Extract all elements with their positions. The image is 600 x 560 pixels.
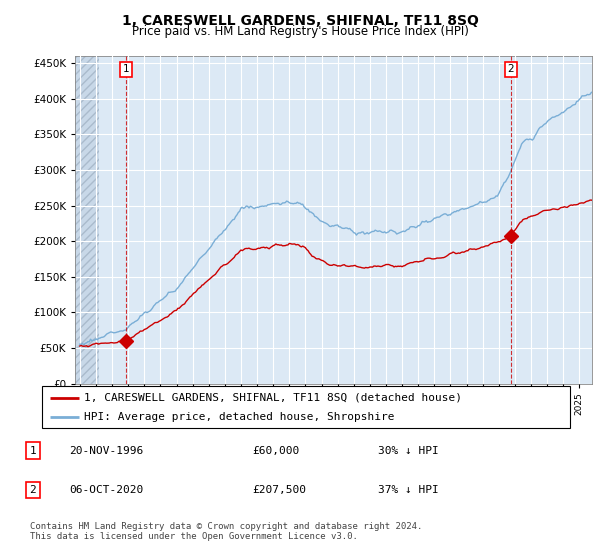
Text: HPI: Average price, detached house, Shropshire: HPI: Average price, detached house, Shro… xyxy=(84,412,395,422)
Text: 37% ↓ HPI: 37% ↓ HPI xyxy=(378,485,439,495)
Text: 06-OCT-2020: 06-OCT-2020 xyxy=(69,485,143,495)
Text: 20-NOV-1996: 20-NOV-1996 xyxy=(69,446,143,456)
Text: 1: 1 xyxy=(29,446,37,456)
Text: 1, CARESWELL GARDENS, SHIFNAL, TF11 8SQ: 1, CARESWELL GARDENS, SHIFNAL, TF11 8SQ xyxy=(122,14,478,28)
Text: 2: 2 xyxy=(29,485,37,495)
Bar xyxy=(75,56,99,384)
Text: 1, CARESWELL GARDENS, SHIFNAL, TF11 8SQ (detached house): 1, CARESWELL GARDENS, SHIFNAL, TF11 8SQ … xyxy=(84,393,462,403)
Text: £207,500: £207,500 xyxy=(252,485,306,495)
Text: Contains HM Land Registry data © Crown copyright and database right 2024.
This d: Contains HM Land Registry data © Crown c… xyxy=(30,522,422,542)
Text: £60,000: £60,000 xyxy=(252,446,299,456)
Text: 2: 2 xyxy=(508,64,514,74)
Text: 30% ↓ HPI: 30% ↓ HPI xyxy=(378,446,439,456)
Text: 1: 1 xyxy=(123,64,130,74)
Text: Price paid vs. HM Land Registry's House Price Index (HPI): Price paid vs. HM Land Registry's House … xyxy=(131,25,469,38)
